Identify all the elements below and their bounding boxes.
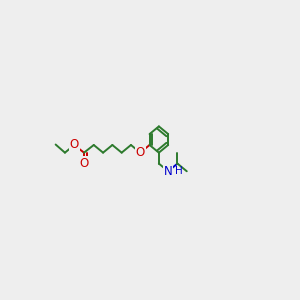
Text: N: N [164, 165, 172, 178]
Text: O: O [80, 157, 88, 170]
Text: O: O [136, 146, 145, 159]
Text: H: H [175, 166, 183, 176]
Text: O: O [70, 139, 79, 152]
